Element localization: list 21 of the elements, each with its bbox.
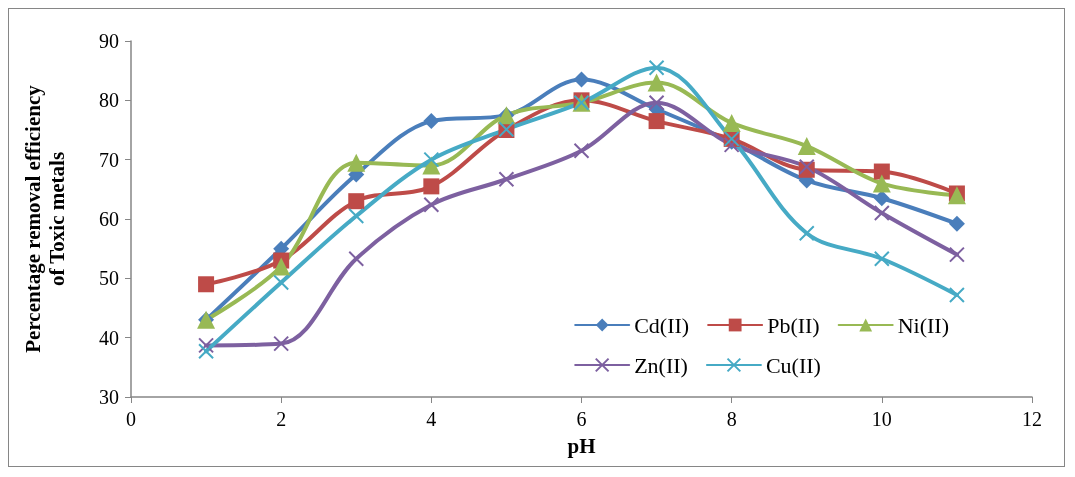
x-tick-label: 4 bbox=[426, 408, 437, 430]
x-tick-label: 8 bbox=[726, 408, 737, 430]
y-tick-label: 70 bbox=[99, 148, 119, 171]
legend-label: Cu(II) bbox=[765, 352, 821, 378]
legend-label: Zn(II) bbox=[634, 352, 688, 378]
y-tick-label: 90 bbox=[99, 30, 119, 52]
y-tick-label: 50 bbox=[99, 267, 119, 290]
x-tick-label: 6 bbox=[576, 408, 587, 430]
x-tick-label: 2 bbox=[276, 408, 287, 430]
y-tick-label: 40 bbox=[99, 326, 119, 349]
legend-label: Cd(II) bbox=[634, 312, 690, 338]
legend-label: Pb(II) bbox=[767, 312, 820, 338]
y-tick-label: 80 bbox=[99, 89, 119, 112]
y-tick-label: 60 bbox=[99, 208, 119, 230]
x-tick-label: 0 bbox=[126, 408, 136, 430]
x-axis-title: pH bbox=[567, 433, 596, 458]
y-tick-label: 30 bbox=[99, 386, 119, 408]
legend-label: Ni(II) bbox=[897, 312, 950, 338]
x-tick-label: 10 bbox=[871, 408, 892, 430]
x-tick-label: 12 bbox=[1022, 408, 1042, 430]
y-axis-title: Percentage removal efficiency of Toxic metals bbox=[21, 84, 69, 353]
